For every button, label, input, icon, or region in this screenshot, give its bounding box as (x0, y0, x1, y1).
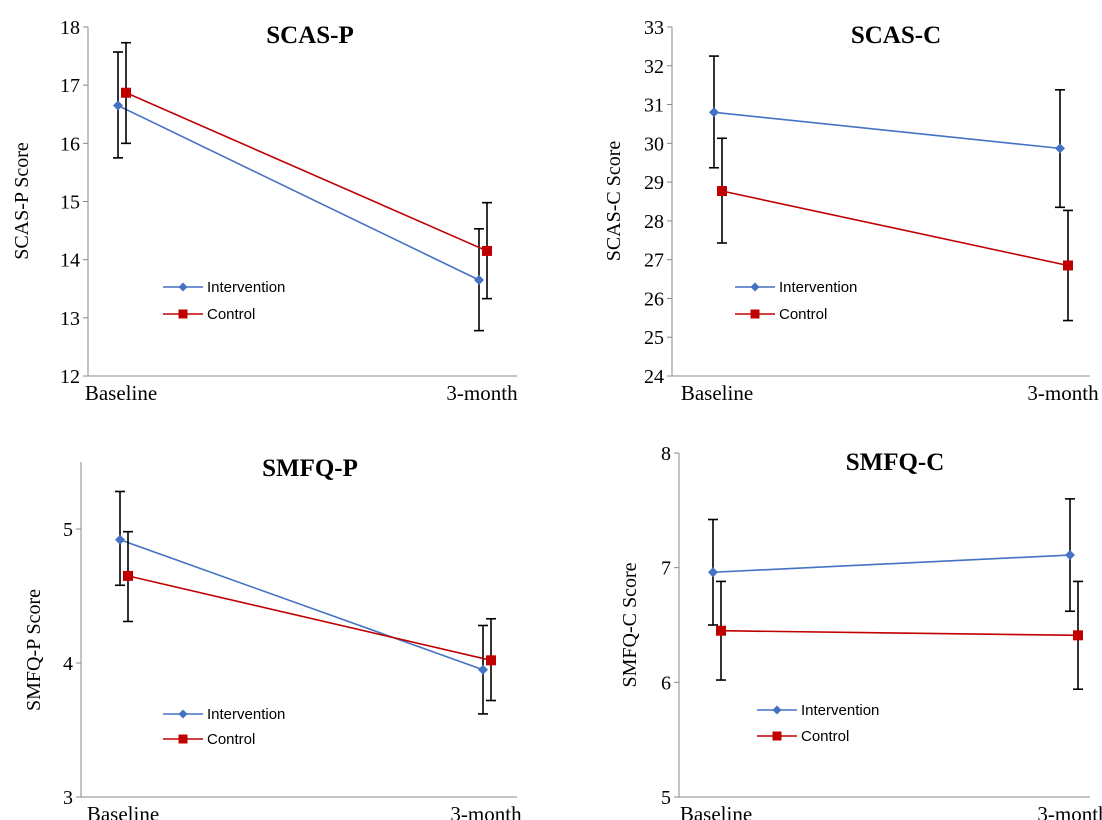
legend-marker-square (178, 309, 188, 319)
y-tick-label: 27 (644, 250, 664, 272)
y-tick-label: 30 (644, 133, 664, 155)
legend-label: Control (207, 731, 255, 748)
y-tick-label: 24 (644, 366, 664, 388)
legend-item-intervention: Intervention (757, 702, 879, 719)
data-point-square (717, 186, 727, 197)
y-axis-label: SCAS-C Score (603, 141, 625, 262)
y-tick-label: 3 (63, 787, 73, 809)
legend-marker-square (178, 734, 188, 744)
data-point-diamond (1065, 550, 1075, 561)
series-line-control (721, 190, 1069, 267)
y-axis-label: SMFQ-P Score (23, 589, 45, 711)
y-tick-label: 25 (644, 327, 664, 349)
chart-title: SCAS-C (851, 22, 941, 49)
y-tick-label: 16 (60, 133, 80, 155)
legend-label: Intervention (207, 706, 285, 723)
data-point-diamond (1055, 143, 1065, 154)
chart-title: SMFQ-P (262, 455, 358, 482)
legend-item-control: Control (163, 306, 255, 323)
chart-panel-1: 12 13 14 15 16 17 18 Baseline 3-month SCAS-P SCAS-… (11, 17, 518, 405)
x-tick-label: 3-month (446, 381, 518, 405)
y-tick-label: 12 (60, 366, 80, 388)
legend-item-control: Control (757, 728, 849, 745)
legend-label: Control (801, 728, 849, 745)
y-tick-label: 6 (661, 672, 671, 694)
y-tick-label: 13 (60, 308, 80, 330)
data-point-diamond (709, 107, 719, 118)
series-line-control (125, 91, 488, 252)
y-tick-label: 5 (63, 519, 73, 541)
legend-marker-square (750, 309, 760, 319)
legend-label: Control (779, 306, 827, 323)
legend-marker-diamond (178, 282, 188, 292)
legend-marker-square (772, 731, 782, 741)
chart-title: SMFQ-C (846, 449, 945, 476)
data-point-square (121, 87, 131, 98)
y-tick-label: 29 (644, 172, 664, 194)
data-point-diamond (708, 567, 718, 578)
series-line-control (720, 629, 1079, 637)
y-tick-label: 33 (644, 17, 664, 39)
x-tick-label: Baseline (681, 381, 753, 405)
x-tick-label: 3-month (450, 802, 522, 820)
legend-item-intervention: Intervention (163, 706, 285, 723)
x-tick-label: Baseline (87, 802, 159, 820)
data-point-square (716, 625, 726, 636)
y-tick-label: 4 (63, 653, 73, 675)
legend-label: Intervention (779, 279, 857, 296)
data-point-square (1073, 630, 1083, 641)
y-tick-label: 7 (661, 558, 671, 580)
chart-title: SCAS-P (266, 22, 354, 49)
chart-panel-4: 5 6 7 8 Baseline 3-month SMFQ-C SMFQ-C Score Int… (619, 443, 1102, 820)
legend-label: Control (207, 306, 255, 323)
legend-item-intervention: Intervention (163, 279, 285, 296)
data-point-diamond (115, 534, 125, 545)
y-tick-label: 15 (60, 192, 80, 214)
y-tick-label: 26 (644, 288, 664, 310)
data-point-diamond (474, 275, 484, 286)
y-axis-label: SMFQ-C Score (619, 562, 641, 687)
series-line-intervention (712, 554, 1071, 574)
x-tick-label: 3-month (1027, 381, 1099, 405)
data-point-square (486, 655, 496, 666)
data-point-square (482, 245, 492, 256)
y-tick-label: 31 (644, 95, 664, 117)
legend-item-intervention: Intervention (735, 279, 857, 296)
series-line-intervention (713, 111, 1061, 150)
y-tick-label: 8 (661, 443, 671, 465)
legend-item-control: Control (735, 306, 827, 323)
y-tick-label: 32 (644, 56, 664, 78)
legend-marker-diamond (178, 709, 188, 719)
chart-panel-3: 3 4 5 Baseline 3-month SMFQ-P SMFQ-P Score Inte… (23, 455, 522, 820)
legend-item-control: Control (163, 731, 255, 748)
y-tick-label: 5 (661, 787, 671, 809)
series-line-intervention (117, 104, 480, 281)
x-tick-label: 3-month (1037, 802, 1102, 820)
data-point-diamond (478, 664, 488, 675)
data-point-square (1063, 260, 1073, 271)
y-axis-label: SCAS-P Score (11, 142, 33, 260)
y-tick-label: 28 (644, 211, 664, 233)
data-point-diamond (113, 100, 123, 111)
chart-panel-2: 24 25 26 27 28 29 30 31 32 33 Baseline 3-month SCAS-… (603, 17, 1099, 405)
data-point-square (123, 570, 133, 581)
legend-label: Intervention (207, 279, 285, 296)
series-line-intervention (119, 538, 484, 671)
legend-marker-diamond (772, 705, 782, 715)
x-tick-label: Baseline (85, 381, 157, 405)
y-tick-label: 17 (60, 75, 80, 97)
y-tick-label: 14 (60, 250, 80, 272)
legend-marker-diamond (750, 282, 760, 292)
x-tick-label: Baseline (680, 802, 752, 820)
series-line-control (127, 575, 492, 662)
y-tick-label: 18 (60, 17, 80, 39)
legend-label: Intervention (801, 702, 879, 719)
